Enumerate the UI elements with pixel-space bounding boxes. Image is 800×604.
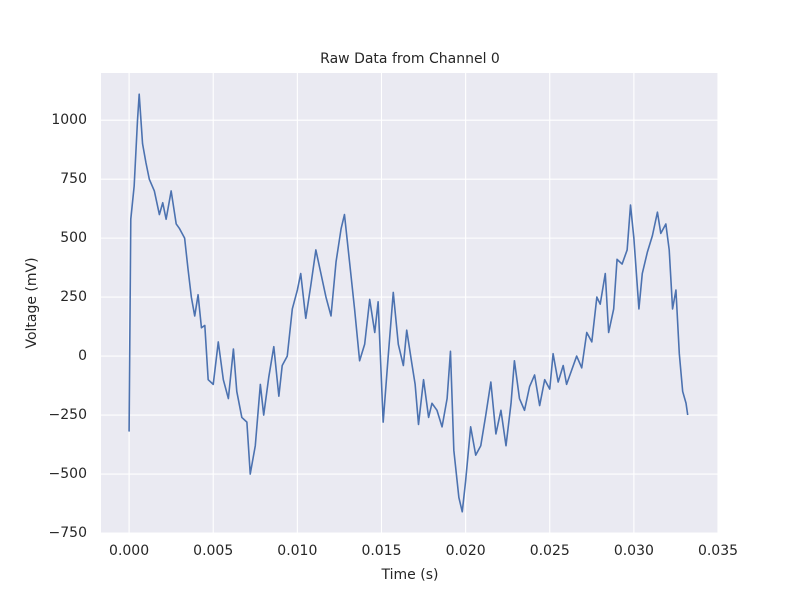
x-tick-label: 0.005 [193, 543, 233, 559]
chart-title: Raw Data from Channel 0 [320, 51, 500, 67]
x-axis-label: Time (s) [381, 567, 439, 583]
y-tick-label: 250 [60, 289, 87, 305]
y-tick-label: 750 [60, 171, 87, 187]
x-tick-label: 0.030 [614, 543, 654, 559]
x-tick-label: 0.010 [277, 543, 317, 559]
y-tick-label: 1000 [51, 112, 87, 128]
data-line [128, 93, 689, 513]
x-tick-label: 0.015 [361, 543, 401, 559]
y-tick-label: −500 [49, 466, 87, 482]
plot-area [101, 73, 718, 533]
x-tick-label: 0.020 [446, 543, 486, 559]
y-tick-label: 0 [78, 348, 87, 364]
x-tick-label: 0.025 [530, 543, 570, 559]
y-tick-label: −250 [49, 407, 87, 423]
y-axis-label: Voltage (mV) [24, 257, 40, 348]
x-tick-label: 0.035 [698, 543, 738, 559]
x-tick-label: 0.000 [109, 543, 149, 559]
y-tick-label: −750 [49, 525, 87, 541]
y-tick-label: 500 [60, 230, 87, 246]
